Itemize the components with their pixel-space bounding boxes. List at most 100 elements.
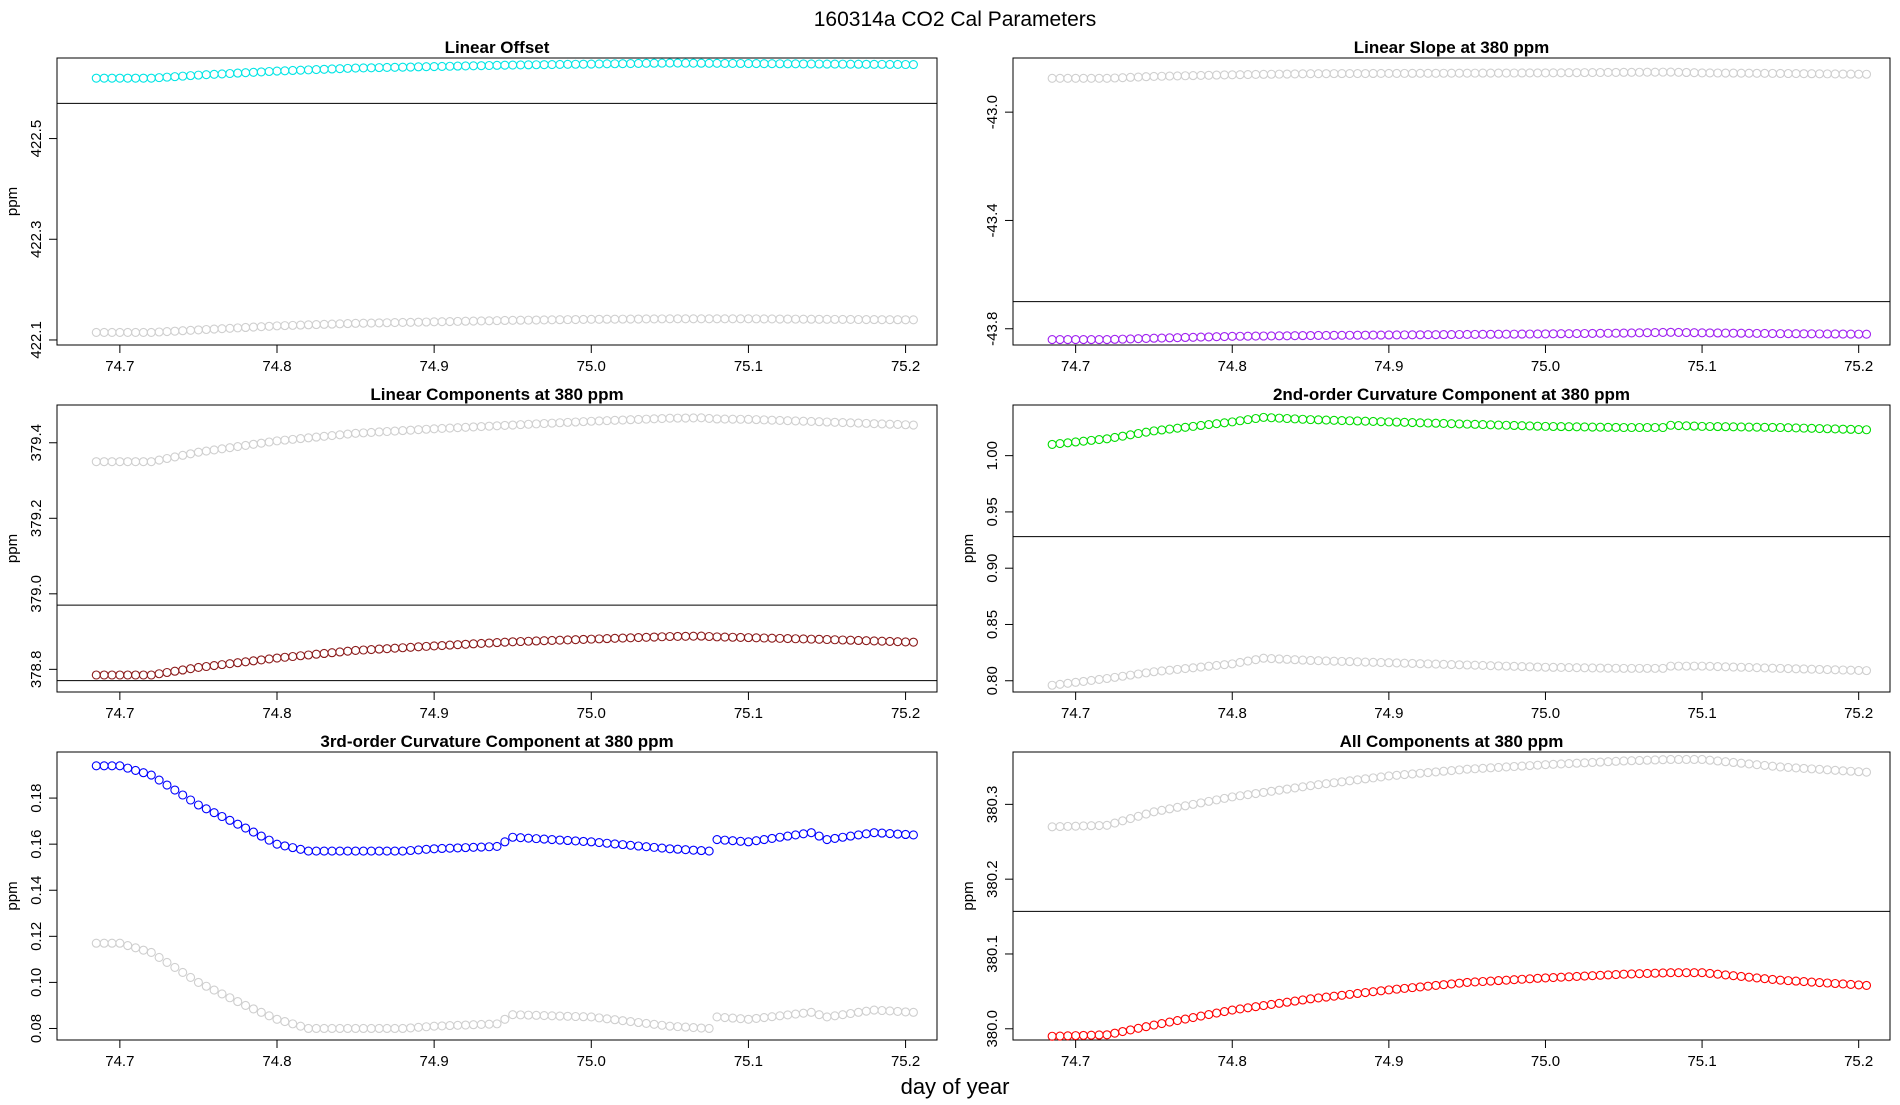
plot-frame (56, 57, 938, 346)
data-point (736, 836, 746, 846)
data-point (1259, 69, 1269, 79)
data-point (138, 768, 148, 778)
data-point (1587, 68, 1597, 78)
data-point (146, 947, 156, 957)
data-point (445, 1021, 455, 1031)
data-point (1243, 415, 1253, 425)
x-tick-label: 74.8 (1218, 705, 1247, 722)
data-point (1094, 820, 1104, 831)
data-point (1540, 973, 1551, 983)
data-point (751, 633, 761, 643)
data-point (673, 58, 683, 68)
data-point (1861, 666, 1872, 676)
data-point (201, 324, 211, 335)
data-point (665, 58, 675, 68)
data-point (688, 314, 698, 324)
data-point (893, 315, 903, 325)
data-point (1415, 659, 1425, 669)
data-point (633, 58, 643, 68)
data-point (736, 1014, 746, 1024)
data-point (241, 657, 251, 667)
data-point (1055, 439, 1065, 449)
data-point (586, 837, 596, 847)
data-point (1266, 69, 1276, 79)
data-point (123, 73, 133, 83)
data-point (453, 61, 463, 71)
data-point (861, 59, 871, 69)
data-point (303, 433, 313, 443)
data-point (1861, 767, 1872, 777)
data-point (193, 662, 203, 673)
data-point (1486, 763, 1496, 773)
data-point (225, 993, 235, 1003)
data-series (91, 314, 918, 337)
data-point (1360, 330, 1370, 340)
data-point (358, 318, 368, 328)
data-point (1556, 68, 1566, 78)
data-point (1822, 424, 1832, 434)
data-point (1861, 329, 1872, 339)
data-point (767, 633, 777, 643)
data-point (154, 775, 164, 785)
data-point (728, 1013, 738, 1023)
data-point (335, 1023, 345, 1034)
data-point (1133, 334, 1143, 344)
data-point (901, 59, 911, 70)
data-point (131, 670, 141, 680)
data-point (1235, 416, 1245, 426)
data-point (1744, 68, 1754, 78)
data-point (822, 59, 832, 69)
data-point (1102, 335, 1112, 345)
data-point (209, 69, 219, 79)
data-point (1110, 672, 1120, 682)
data-point (877, 315, 887, 325)
data-point (1376, 986, 1386, 996)
data-point (248, 827, 258, 837)
data-point (1830, 329, 1840, 339)
data-point (1384, 330, 1394, 340)
data-point (743, 314, 753, 324)
data-point (366, 427, 376, 437)
data-point (626, 415, 636, 425)
data-point (1345, 989, 1355, 999)
x-tick-label: 74.7 (105, 358, 134, 375)
data-point (1697, 328, 1707, 338)
data-point (767, 1012, 777, 1022)
data-point (649, 414, 659, 424)
x-tick-label: 75.0 (1531, 705, 1560, 722)
data-point (343, 646, 353, 656)
data-point (1556, 329, 1566, 339)
data-point (1658, 755, 1668, 765)
data-point (1838, 665, 1848, 675)
data-point (138, 670, 148, 680)
data-point (1854, 665, 1864, 675)
data-point (421, 1022, 431, 1032)
data-point (1454, 660, 1464, 670)
data-point (1392, 330, 1402, 340)
data-point (1760, 760, 1770, 771)
data-point (1627, 422, 1637, 433)
data-point (1399, 658, 1410, 668)
data-point (178, 967, 188, 977)
y-tick-label: 379.2 (28, 500, 45, 538)
data-point (107, 670, 117, 680)
data-point (1055, 822, 1065, 832)
data-point (1431, 418, 1441, 428)
data-point (398, 62, 408, 72)
data-point (853, 59, 863, 69)
data-point (1721, 757, 1731, 767)
data-point (1337, 990, 1347, 1000)
data-point (1587, 422, 1597, 432)
data-point (571, 1011, 581, 1022)
data-point (649, 1019, 659, 1029)
data-point (594, 416, 604, 426)
data-point (162, 667, 172, 678)
data-point (688, 631, 698, 641)
data-point (398, 317, 408, 327)
data-point (366, 63, 376, 73)
data-series (91, 413, 918, 467)
data-point (1736, 422, 1746, 432)
data-point (594, 837, 604, 848)
data-point (1282, 784, 1292, 794)
data-point (1290, 783, 1300, 793)
